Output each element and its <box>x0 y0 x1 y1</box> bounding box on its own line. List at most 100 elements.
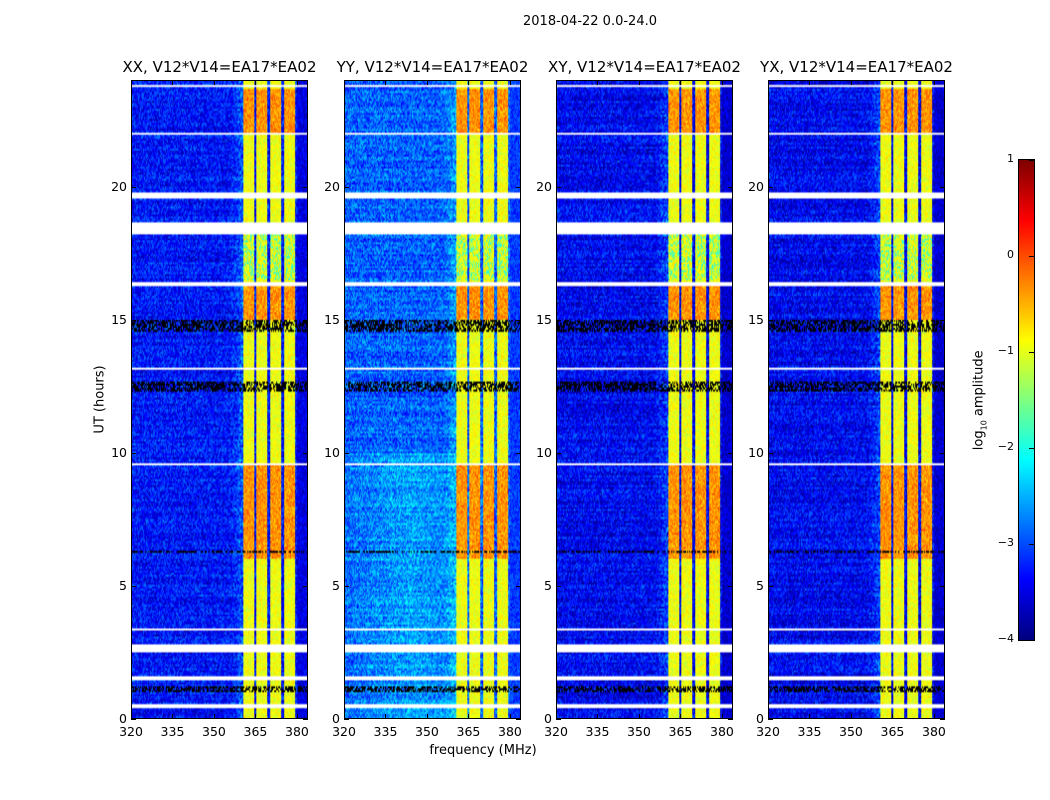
y-tick-mark <box>556 719 561 720</box>
y-tick-label: 0 <box>544 711 552 726</box>
x-tick-label: 365 <box>880 724 905 739</box>
x-tick-label: 320 <box>119 724 143 739</box>
colorbar-tick-mark <box>1029 544 1034 545</box>
colorbar-tick-mark <box>1029 160 1034 161</box>
x-tick-mark <box>468 80 470 85</box>
y-tick-mark <box>303 319 308 321</box>
y-tick-mark <box>516 585 521 587</box>
colorbar <box>1018 159 1035 641</box>
x-tick-mark <box>809 714 811 719</box>
y-tick-mark <box>556 319 561 321</box>
colorbar-tick-label: −3 <box>997 536 1014 549</box>
colorbar-tick-label: −4 <box>997 632 1014 645</box>
colorbar-tick-label: 0 <box>1007 248 1014 261</box>
x-tick-label: 335 <box>160 724 185 739</box>
x-tick-mark <box>638 714 640 719</box>
x-tick-label: 335 <box>797 724 822 739</box>
x-tick-mark <box>255 714 257 719</box>
heatmap-image <box>132 81 307 718</box>
y-tick-mark <box>728 585 733 587</box>
y-tick-mark <box>940 719 945 720</box>
heatmap-panel <box>344 80 521 719</box>
heatmap-panel <box>768 80 945 719</box>
x-tick-mark <box>296 80 298 85</box>
x-tick-mark <box>850 714 852 719</box>
x-tick-label: 320 <box>756 724 780 739</box>
y-tick-mark <box>768 719 773 720</box>
x-tick-mark <box>680 80 682 85</box>
x-tick-mark <box>344 80 345 85</box>
x-tick-mark <box>213 80 215 85</box>
x-tick-mark <box>809 80 811 85</box>
x-tick-mark <box>597 714 599 719</box>
y-tick-mark <box>728 186 733 188</box>
y-tick-label: 10 <box>111 444 127 460</box>
y-tick-label: 15 <box>536 311 552 327</box>
x-tick-mark <box>509 80 511 85</box>
y-tick-mark <box>131 452 136 454</box>
y-tick-label: 5 <box>544 577 552 593</box>
y-tick-mark <box>344 319 349 321</box>
colorbar-tick-mark <box>1029 448 1034 449</box>
y-tick-mark <box>516 452 521 454</box>
y-tick-label: 5 <box>756 577 764 593</box>
colorbar-tick-mark <box>1029 256 1034 257</box>
x-tick-mark <box>721 714 723 719</box>
y-tick-mark <box>556 452 561 454</box>
y-tick-mark <box>303 585 308 587</box>
y-tick-mark <box>556 186 561 188</box>
x-tick-label: 335 <box>373 724 398 739</box>
panel-title: YY, V12*V14=EA17*EA02 <box>336 58 529 76</box>
y-tick-label: 15 <box>111 311 127 327</box>
y-tick-mark <box>940 452 945 454</box>
x-tick-mark <box>213 714 215 719</box>
colorbar-tick-label: −1 <box>997 344 1014 357</box>
y-tick-label: 20 <box>536 178 552 194</box>
y-tick-mark <box>516 719 521 720</box>
y-tick-label: 10 <box>324 444 340 460</box>
x-tick-label: 350 <box>627 724 651 739</box>
x-tick-mark <box>556 80 557 85</box>
panel-title: YX, V12*V14=EA17*EA02 <box>760 58 953 76</box>
y-tick-mark <box>131 719 136 720</box>
y-tick-label: 10 <box>536 444 552 460</box>
x-tick-label: 365 <box>668 724 693 739</box>
y-tick-label: 0 <box>332 711 340 726</box>
heatmap-panel <box>556 80 733 719</box>
x-tick-label: 350 <box>839 724 863 739</box>
x-tick-mark <box>850 80 852 85</box>
y-tick-label: 0 <box>756 711 764 726</box>
x-tick-label: 380 <box>710 724 734 739</box>
x-tick-label: 380 <box>922 724 946 739</box>
y-tick-mark <box>303 452 308 454</box>
x-tick-mark <box>172 80 174 85</box>
x-tick-mark <box>344 714 345 719</box>
y-tick-mark <box>131 585 136 587</box>
panel-title: XX, V12*V14=EA17*EA02 <box>122 58 317 76</box>
y-tick-label: 15 <box>748 311 764 327</box>
x-tick-mark <box>172 714 174 719</box>
y-tick-label: 20 <box>748 178 764 194</box>
y-tick-mark <box>728 719 733 720</box>
y-tick-mark <box>303 186 308 188</box>
x-tick-mark <box>892 80 894 85</box>
x-tick-mark <box>680 714 682 719</box>
y-tick-mark <box>768 319 773 321</box>
y-tick-mark <box>344 719 349 720</box>
y-tick-label: 20 <box>324 178 340 194</box>
x-tick-mark <box>385 714 387 719</box>
colorbar-tick-label: 1 <box>1007 152 1014 165</box>
heatmap-image <box>557 81 732 718</box>
x-tick-mark <box>638 80 640 85</box>
x-tick-mark <box>509 714 511 719</box>
y-tick-mark <box>131 186 136 188</box>
x-tick-mark <box>131 714 132 719</box>
x-tick-label: 365 <box>456 724 481 739</box>
x-tick-label: 365 <box>243 724 268 739</box>
x-tick-mark <box>597 80 599 85</box>
x-tick-mark <box>426 714 428 719</box>
figure-title: 2018-04-22 0.0-24.0 <box>523 14 657 29</box>
x-tick-label: 380 <box>498 724 522 739</box>
heatmap-panel <box>131 80 308 719</box>
y-tick-mark <box>728 452 733 454</box>
